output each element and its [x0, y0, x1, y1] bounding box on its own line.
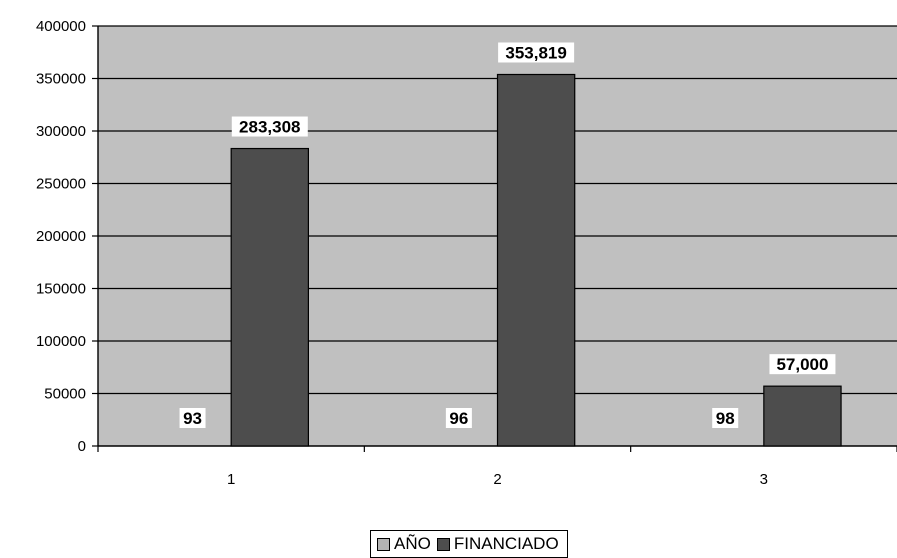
bar-financiado-1 — [230, 147, 310, 447]
y-tick-label: 200000 — [36, 228, 86, 245]
y-tick-label: 150000 — [36, 281, 86, 298]
x-tick-label: 2 — [493, 471, 501, 488]
bar-financiado-3 — [763, 385, 842, 447]
y-tick-label: 0 — [78, 438, 86, 455]
x-tick-label: 3 — [760, 471, 768, 488]
data-label-bg — [769, 354, 836, 375]
legend-label-financiado: FINANCIADO — [453, 534, 559, 553]
legend-label-ano: AÑO — [394, 534, 431, 553]
data-label: 98 — [716, 409, 735, 428]
legend-swatch-ano — [377, 537, 390, 551]
data-label-bg — [712, 408, 739, 428]
data-label-bg — [498, 42, 575, 63]
data-label: 96 — [449, 409, 468, 428]
data-label: 57,000 — [776, 355, 828, 374]
data-label-bg — [445, 408, 472, 428]
data-label-bg — [231, 116, 308, 137]
legend-item-financiado: FINANCIADO — [436, 534, 559, 554]
y-tick-label: 50000 — [44, 386, 86, 403]
x-tick-label: 1 — [227, 471, 235, 488]
y-tick-label: 350000 — [36, 71, 86, 88]
y-tick-label: 100000 — [36, 333, 86, 350]
data-label: 283,308 — [239, 118, 300, 137]
bar-financiado-2 — [496, 73, 576, 447]
legend: AÑO FINANCIADO — [370, 530, 568, 558]
y-tick-label: 300000 — [36, 123, 86, 140]
data-label: 353,819 — [505, 43, 566, 62]
data-label-bg — [179, 408, 206, 428]
legend-swatch-financiado — [436, 537, 450, 551]
y-tick-label: 400000 — [36, 18, 86, 35]
data-label: 93 — [183, 409, 202, 428]
y-tick-label: 250000 — [36, 176, 86, 193]
legend-item-ano: AÑO — [377, 534, 431, 554]
